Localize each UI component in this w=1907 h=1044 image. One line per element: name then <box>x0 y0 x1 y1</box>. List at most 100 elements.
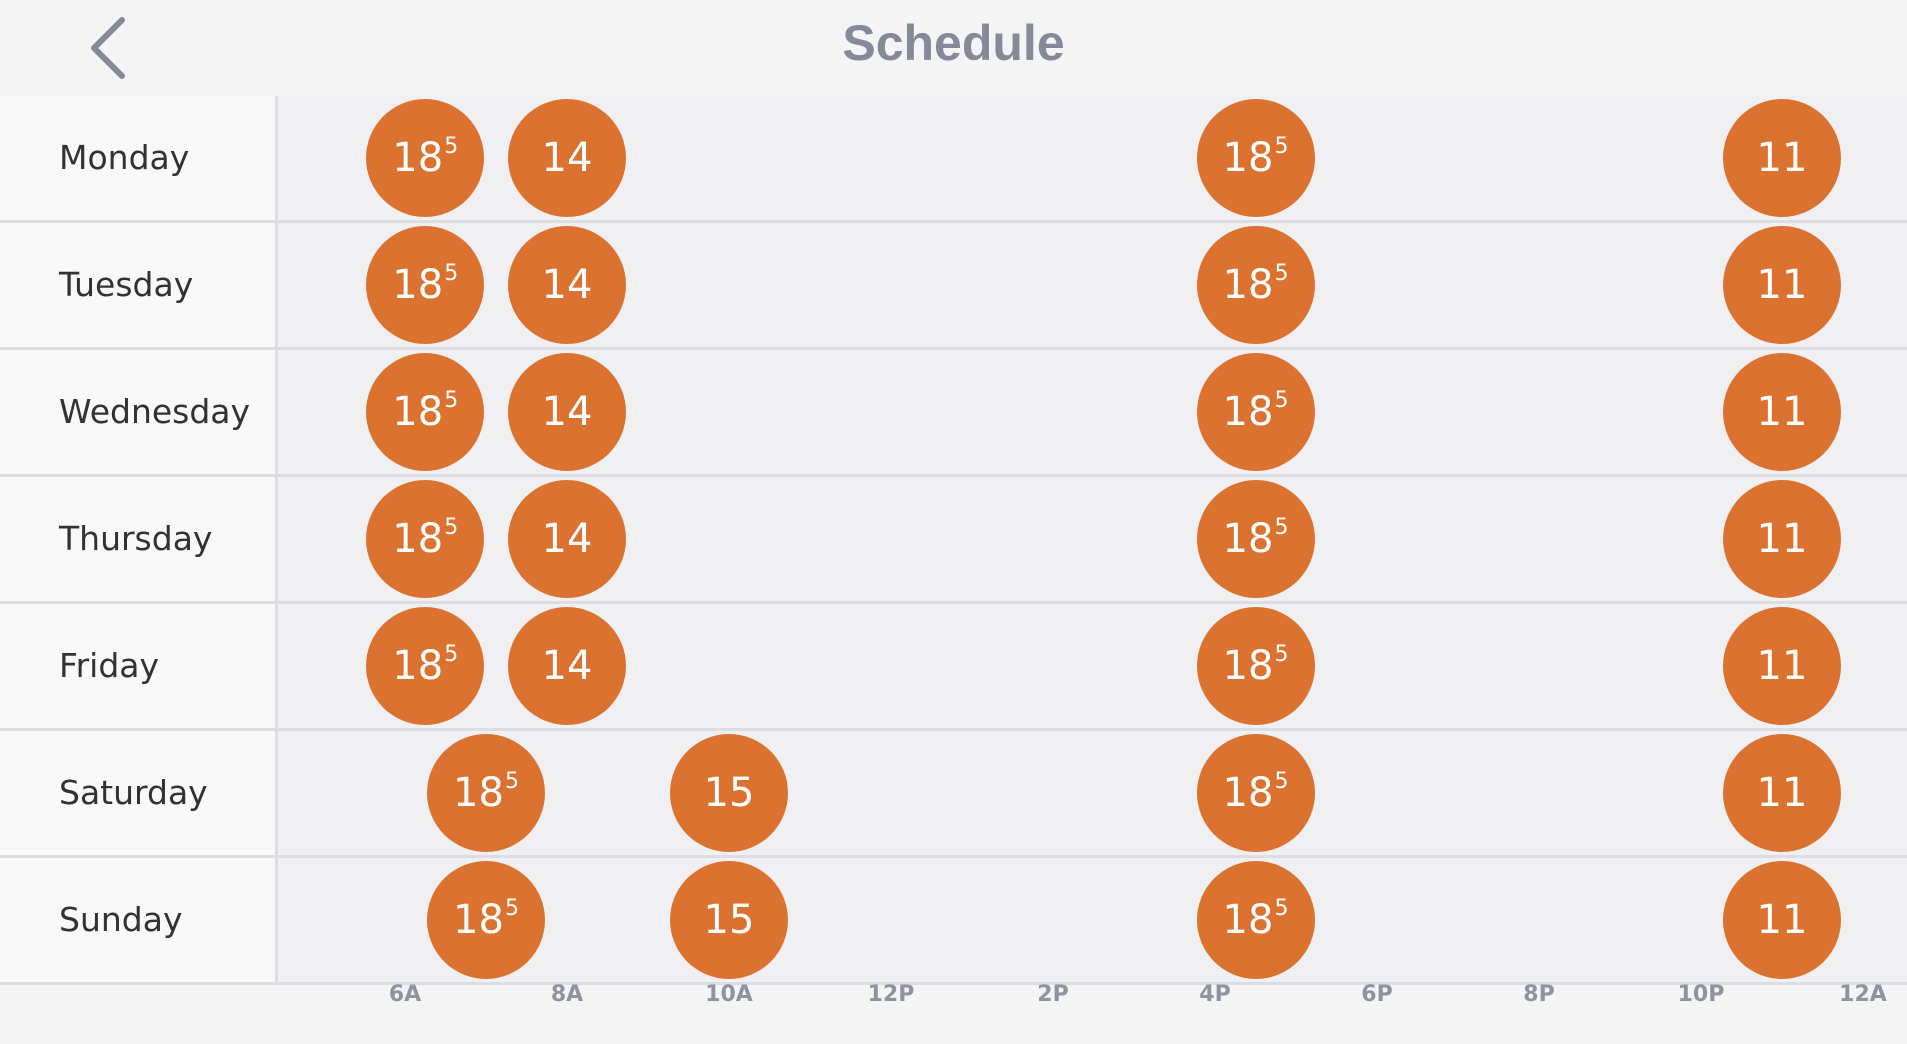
setpoint-bubble[interactable]: 11 <box>1723 480 1841 598</box>
day-label-cell: Friday <box>0 604 278 728</box>
axis-tick-label: 12A <box>1839 982 1887 1007</box>
setpoint-bubble[interactable]: 14 <box>508 353 626 471</box>
setpoint-bubble[interactable]: 18 5 <box>1196 353 1315 471</box>
setpoint-bubble[interactable]: 14 <box>508 607 626 725</box>
day-track[interactable]: 18 5 14 18 5 11 <box>278 223 1907 347</box>
day-track[interactable]: 18 5 14 18 5 11 <box>278 350 1907 474</box>
setpoint-whole: 11 <box>1756 897 1808 943</box>
setpoint-bubble[interactable]: 14 <box>508 99 626 217</box>
setpoint-whole: 18 <box>392 135 444 181</box>
setpoint-fraction: 5 <box>504 768 519 794</box>
day-row: Saturday 18 5 15 18 5 11 <box>0 731 1907 858</box>
day-row: Monday 18 5 14 18 5 11 <box>0 96 1907 223</box>
setpoint-whole: 11 <box>1756 262 1808 308</box>
day-label: Sunday <box>59 900 183 939</box>
setpoint-fraction: 5 <box>444 387 459 413</box>
day-row: Wednesday 18 5 14 18 5 11 <box>0 350 1907 477</box>
day-row: Tuesday 18 5 14 18 5 11 <box>0 223 1907 350</box>
day-track[interactable]: 18 5 15 18 5 11 <box>278 731 1907 855</box>
setpoint-bubble[interactable]: 18 5 <box>366 480 485 598</box>
setpoint-bubble[interactable]: 11 <box>1723 226 1841 344</box>
setpoint-bubble[interactable]: 11 <box>1723 861 1841 979</box>
axis-tick-label: 6P <box>1361 982 1393 1007</box>
setpoint-bubble[interactable]: 18 5 <box>366 99 485 217</box>
axis-tick-label: 4P <box>1199 982 1231 1007</box>
day-label: Wednesday <box>59 392 251 431</box>
setpoint-bubble[interactable]: 18 5 <box>1196 607 1315 725</box>
setpoint-whole: 18 <box>392 516 444 562</box>
setpoint-bubble[interactable]: 18 5 <box>1196 480 1315 598</box>
setpoint-whole: 11 <box>1756 770 1808 816</box>
setpoint-bubble[interactable]: 15 <box>670 734 788 852</box>
setpoint-whole: 18 <box>1222 135 1274 181</box>
setpoint-whole: 18 <box>392 262 444 308</box>
setpoint-fraction: 5 <box>1274 387 1289 413</box>
setpoint-whole: 11 <box>1756 516 1808 562</box>
axis-tick-label: 12P <box>867 982 915 1007</box>
setpoint-bubble[interactable]: 18 5 <box>1196 861 1315 979</box>
day-label: Monday <box>59 138 190 177</box>
setpoint-fraction: 5 <box>444 514 459 540</box>
axis-tick-label: 10A <box>705 982 753 1007</box>
axis-tick-label: 10P <box>1677 982 1725 1007</box>
setpoint-whole: 14 <box>541 262 593 308</box>
setpoint-whole: 14 <box>541 389 593 435</box>
day-label-cell: Wednesday <box>0 350 278 474</box>
setpoint-fraction: 5 <box>1274 768 1289 794</box>
setpoint-bubble[interactable]: 15 <box>670 861 788 979</box>
day-label-cell: Tuesday <box>0 223 278 347</box>
setpoint-whole: 18 <box>1222 516 1274 562</box>
setpoint-whole: 11 <box>1756 643 1808 689</box>
setpoint-whole: 18 <box>1222 389 1274 435</box>
day-label: Friday <box>59 646 160 685</box>
setpoint-bubble[interactable]: 18 5 <box>1196 734 1315 852</box>
setpoint-whole: 18 <box>1222 643 1274 689</box>
day-track[interactable]: 18 5 14 18 5 11 <box>278 604 1907 728</box>
setpoint-fraction: 5 <box>1274 133 1289 159</box>
setpoint-bubble[interactable]: 18 5 <box>427 734 545 852</box>
day-label-cell: Monday <box>0 96 278 220</box>
setpoint-bubble[interactable]: 18 5 <box>366 226 485 344</box>
setpoint-bubble[interactable]: 14 <box>508 480 626 598</box>
setpoint-whole: 11 <box>1756 389 1808 435</box>
back-button[interactable] <box>80 10 150 86</box>
setpoint-whole: 18 <box>392 643 444 689</box>
page-title: Schedule <box>842 15 1065 71</box>
day-label-cell: Thursday <box>0 477 278 601</box>
setpoint-fraction: 5 <box>1274 641 1289 667</box>
setpoint-fraction: 5 <box>444 133 459 159</box>
setpoint-whole: 14 <box>541 516 593 562</box>
setpoint-fraction: 5 <box>1274 514 1289 540</box>
day-row: Sunday 18 5 15 18 5 11 <box>0 858 1907 985</box>
setpoint-bubble[interactable]: 18 5 <box>1196 99 1315 217</box>
setpoint-whole: 18 <box>453 897 504 943</box>
setpoint-bubble[interactable]: 18 5 <box>1196 226 1315 344</box>
setpoint-whole: 11 <box>1756 135 1808 181</box>
setpoint-fraction: 5 <box>1274 260 1289 286</box>
day-track[interactable]: 18 5 14 18 5 11 <box>278 477 1907 601</box>
setpoint-fraction: 5 <box>1274 895 1289 921</box>
setpoint-bubble[interactable]: 18 5 <box>366 353 485 471</box>
setpoint-fraction: 5 <box>444 260 459 286</box>
day-track[interactable]: 18 5 15 18 5 11 <box>278 858 1907 982</box>
setpoint-whole: 18 <box>392 389 444 435</box>
setpoint-whole: 14 <box>541 135 593 181</box>
setpoint-whole: 18 <box>1222 770 1274 816</box>
setpoint-bubble[interactable]: 18 5 <box>366 607 485 725</box>
schedule-grid: Monday 18 5 14 18 5 11 Tuesday 18 5 14 18 5 11 Wednesd… <box>0 96 1907 985</box>
setpoint-bubble[interactable]: 11 <box>1723 353 1841 471</box>
setpoint-bubble[interactable]: 11 <box>1723 607 1841 725</box>
setpoint-whole: 18 <box>453 770 504 816</box>
setpoint-fraction: 5 <box>444 641 459 667</box>
setpoint-whole: 15 <box>703 897 755 943</box>
day-track[interactable]: 18 5 14 18 5 11 <box>278 96 1907 220</box>
setpoint-bubble[interactable]: 11 <box>1723 734 1841 852</box>
setpoint-whole: 18 <box>1222 262 1274 308</box>
setpoint-bubble[interactable]: 18 5 <box>427 861 545 979</box>
setpoint-whole: 15 <box>703 770 755 816</box>
day-label: Tuesday <box>59 265 194 304</box>
axis-tick-label: 8P <box>1523 982 1555 1007</box>
day-row: Friday 18 5 14 18 5 11 <box>0 604 1907 731</box>
setpoint-bubble[interactable]: 14 <box>508 226 626 344</box>
setpoint-bubble[interactable]: 11 <box>1723 99 1841 217</box>
